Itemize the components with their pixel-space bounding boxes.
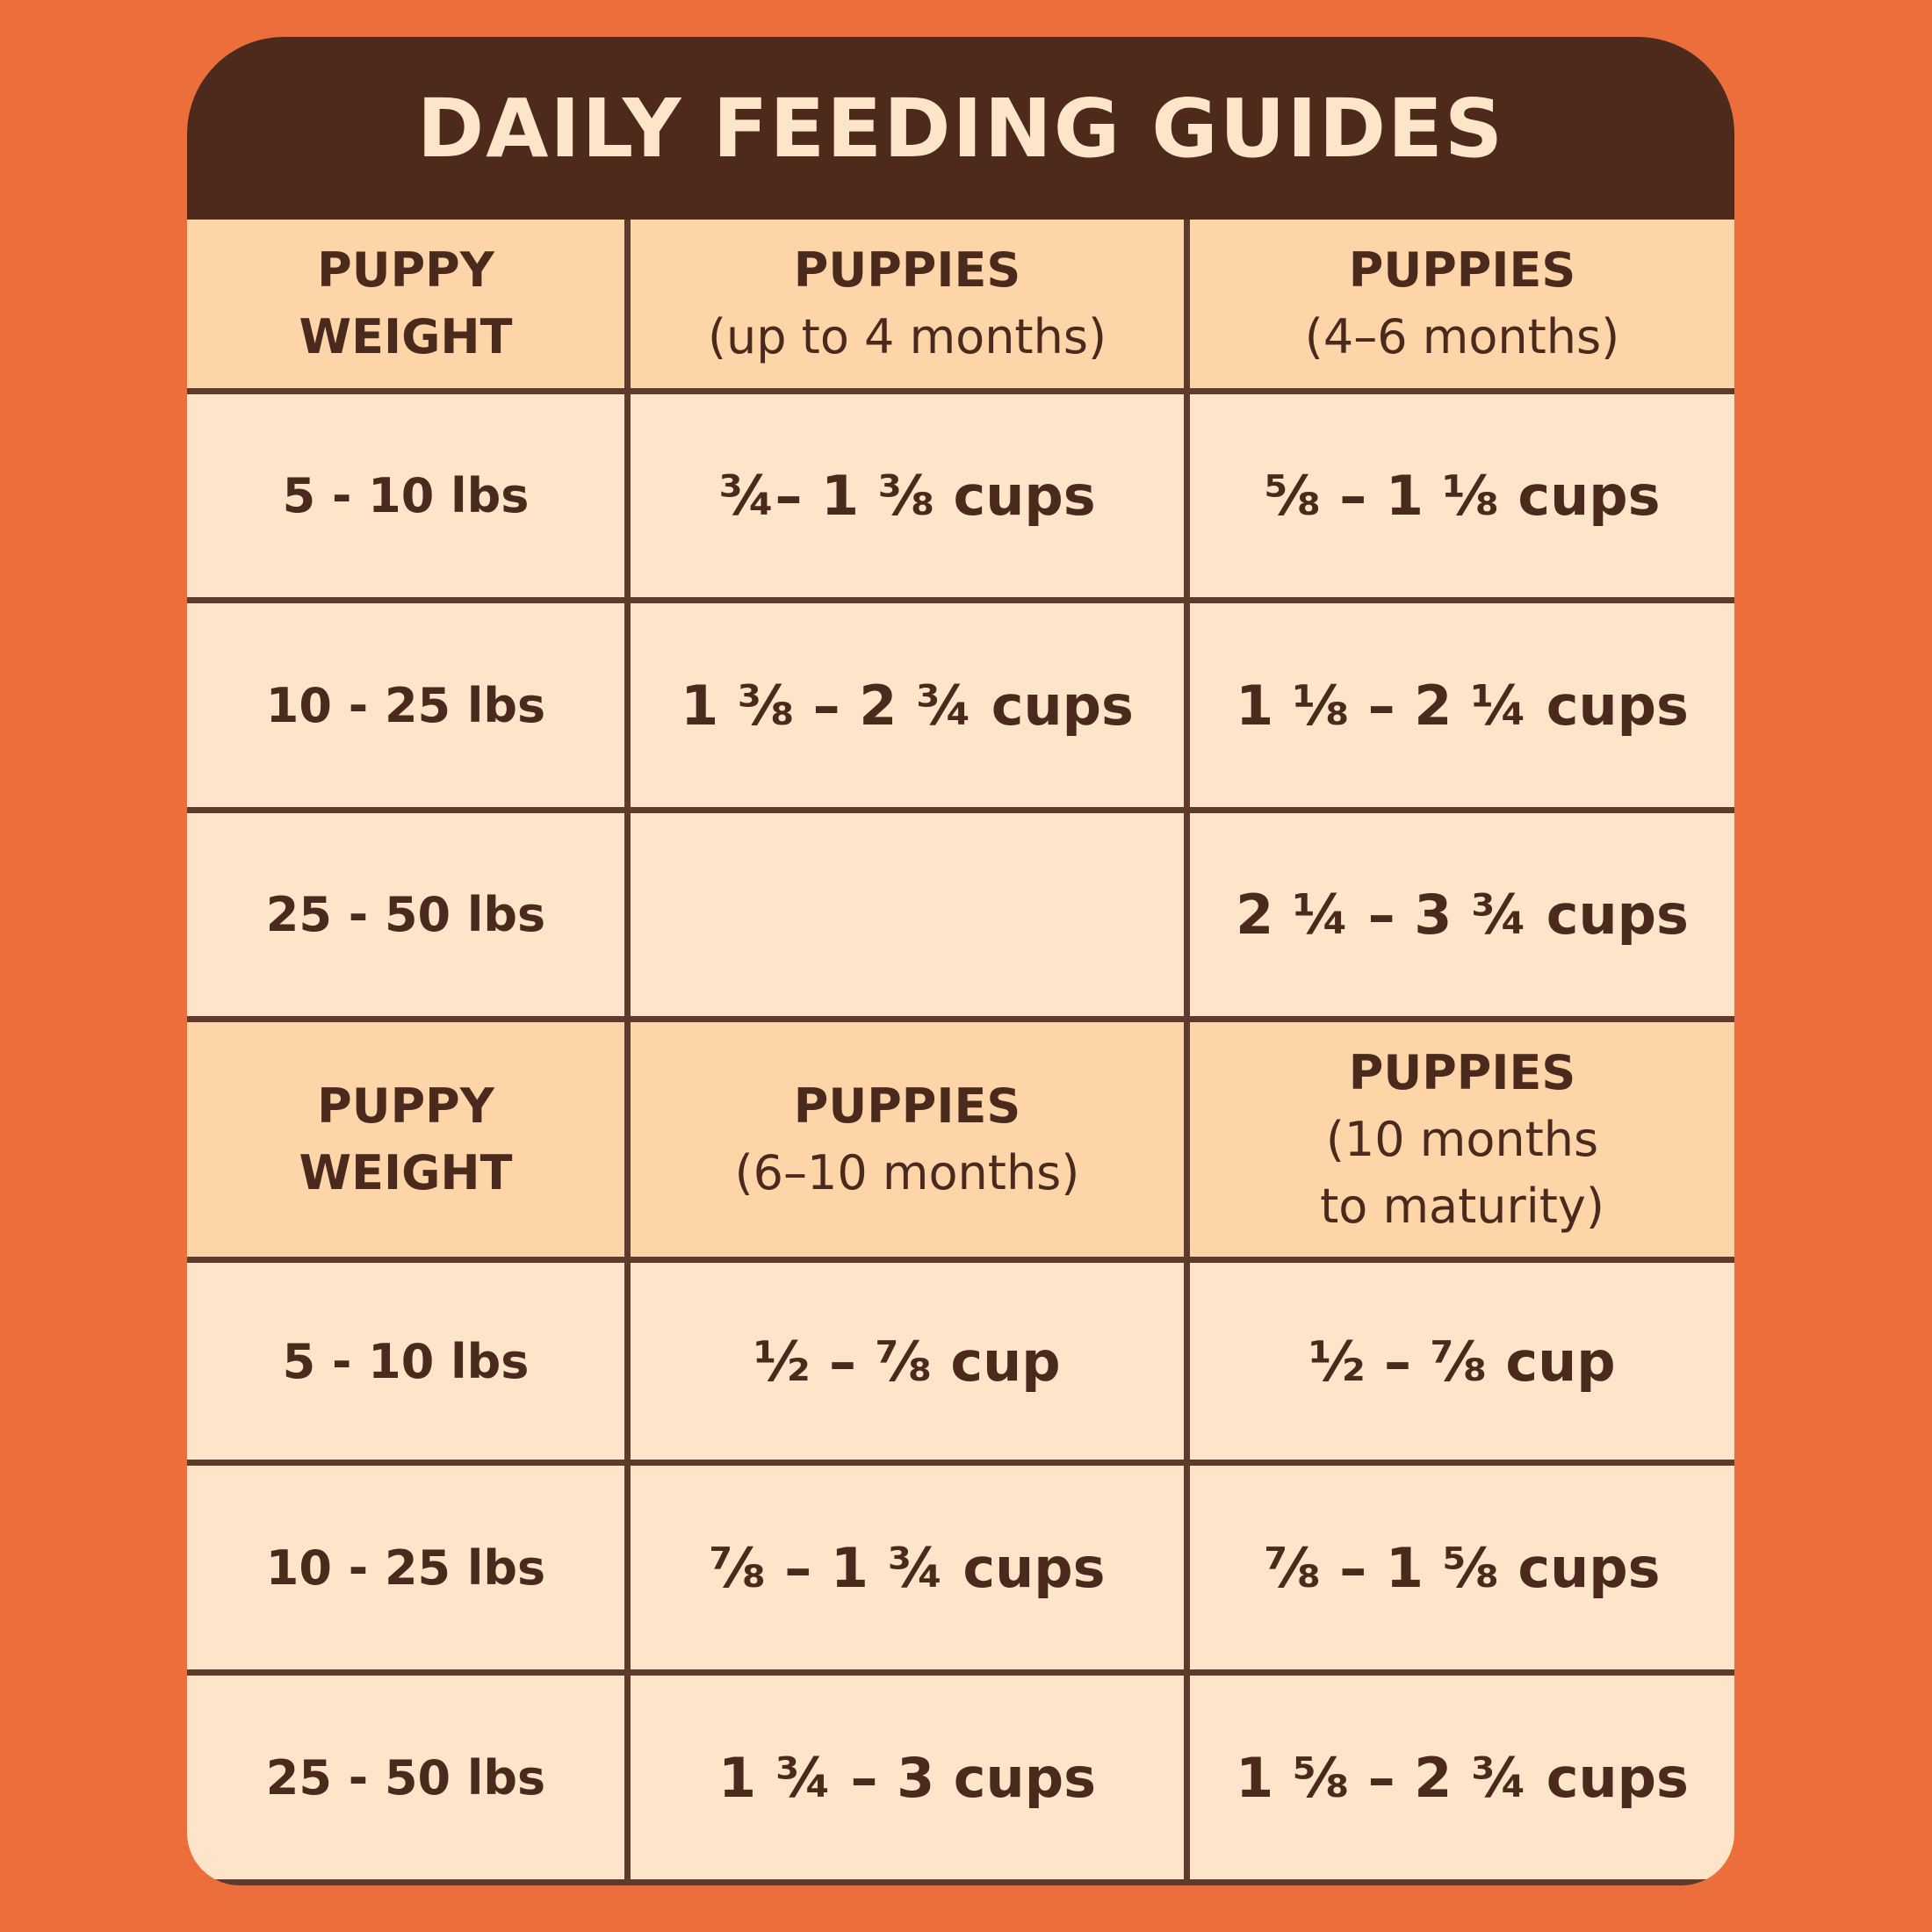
header-title: PUPPIES (1348, 242, 1576, 298)
cup-amount: ½ – ⅞ cup (753, 1329, 1061, 1394)
header-cell: PUPPIES (up to 4 months) (631, 220, 1190, 394)
header-title: PUPPIES (793, 242, 1021, 298)
table-cell: ⅝ – 1 ⅛ cups (1190, 394, 1734, 603)
table-cell: 10 - 25 lbs (187, 1466, 631, 1676)
header-cell: PUPPY WEIGHT (187, 220, 631, 394)
header-cell: PUPPIES (6–10 months) (631, 1022, 1190, 1263)
table-cell: ½ – ⅞ cup (631, 1263, 1190, 1466)
header-subtitle: (4–6 months) (1304, 309, 1620, 364)
weight-label: 25 - 50 lbs (265, 1749, 546, 1806)
table-cell: ⅞ – 1 ¾ cups (631, 1466, 1190, 1676)
weight-label: 5 - 10 lbs (282, 1333, 530, 1389)
cup-amount: 1 ⅝ – 2 ¾ cups (1236, 1745, 1689, 1810)
table-cell: 10 - 25 lbs (187, 603, 631, 813)
table-cell: 2 ¼ – 3 ¾ cups (1190, 813, 1734, 1022)
table-cell: 1 ⅛ – 2 ¼ cups (1190, 603, 1734, 813)
table-cell: 25 - 50 lbs (187, 1676, 631, 1885)
header-cell: PUPPIES (4–6 months) (1190, 220, 1734, 394)
cup-amount: ½ – ⅞ cup (1308, 1329, 1616, 1394)
feeding-table: PUPPY WEIGHT PUPPIES (up to 4 months) PUPPIE… (187, 220, 1734, 1885)
table-cell: 1 ⅜ – 2 ¾ cups (631, 603, 1190, 813)
card: DAILY FEEDING GUIDES PUPPY WEIGHT PUPPIES (… (187, 37, 1734, 1885)
header-subtitle: to maturity) (1320, 1178, 1604, 1234)
header-subtitle: (6–10 months) (734, 1144, 1080, 1200)
cup-amount: 1 ¾ – 3 cups (718, 1745, 1096, 1810)
cup-amount: 1 ⅜ – 2 ¾ cups (681, 673, 1134, 738)
table-cell: ⅞ – 1 ⅝ cups (1190, 1466, 1734, 1676)
cup-amount: ⅝ – 1 ⅛ cups (1264, 464, 1661, 528)
table-cell (631, 813, 1190, 1022)
header-title: PUPPY (317, 242, 494, 298)
header-title: PUPPIES (793, 1078, 1021, 1134)
cup-amount: 2 ¼ – 3 ¾ cups (1236, 883, 1689, 947)
cup-amount: 1 ⅛ – 2 ¼ cups (1236, 673, 1689, 738)
title: DAILY FEEDING GUIDES (187, 37, 1734, 220)
table-cell: ¾– 1 ⅜ cups (631, 394, 1190, 603)
cup-amount: ⅞ – 1 ¾ cups (709, 1535, 1106, 1600)
table-cell: 1 ⅝ – 2 ¾ cups (1190, 1676, 1734, 1885)
weight-label: 25 - 50 lbs (265, 887, 546, 942)
header-title: WEIGHT (299, 309, 513, 364)
header-cell: PUPPIES (10 months to maturity) (1190, 1022, 1734, 1263)
table-cell: 1 ¾ – 3 cups (631, 1676, 1190, 1885)
weight-label: 5 - 10 lbs (282, 468, 530, 523)
table-cell: 25 - 50 lbs (187, 813, 631, 1022)
header-subtitle: (10 months (1325, 1111, 1599, 1167)
header-subtitle: (up to 4 months) (707, 309, 1107, 364)
table-cell: 5 - 10 lbs (187, 1263, 631, 1466)
header-title: PUPPY (317, 1078, 494, 1134)
header-cell: PUPPY WEIGHT (187, 1022, 631, 1263)
table-cell: 5 - 10 lbs (187, 394, 631, 603)
cup-amount: ¾– 1 ⅜ cups (718, 464, 1096, 528)
header-title: WEIGHT (299, 1144, 513, 1200)
weight-label: 10 - 25 lbs (265, 1539, 546, 1596)
table-cell: ½ – ⅞ cup (1190, 1263, 1734, 1466)
header-title: PUPPIES (1348, 1044, 1576, 1100)
weight-label: 10 - 25 lbs (265, 677, 546, 733)
cup-amount: ⅞ – 1 ⅝ cups (1264, 1535, 1661, 1600)
